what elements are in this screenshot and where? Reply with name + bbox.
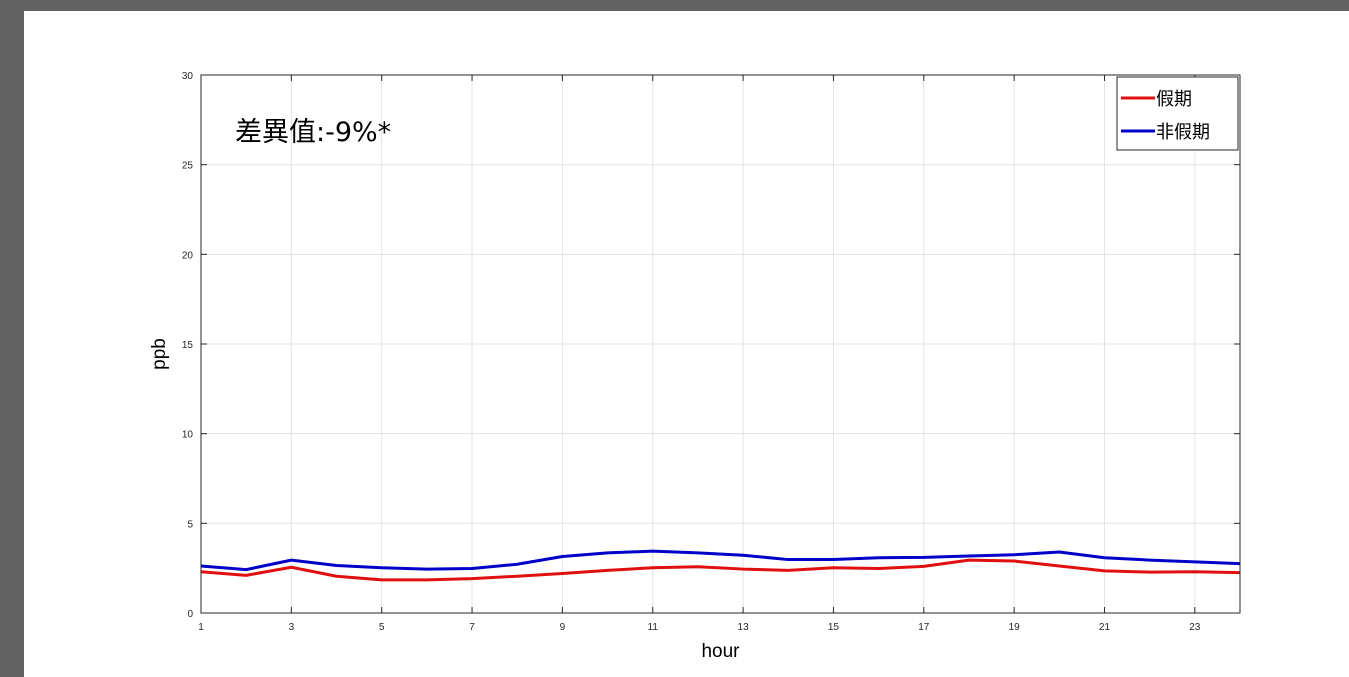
legend-label-holiday: 假期 [1156, 89, 1192, 110]
y-tick-label: 15 [182, 340, 194, 351]
y-tick-label: 0 [187, 609, 193, 620]
x-tick-label: 21 [1099, 622, 1111, 633]
x-tick-label: 3 [289, 622, 295, 633]
legend-box [1116, 76, 1239, 151]
y-tick-label: 5 [187, 519, 193, 530]
grid [200, 74, 1240, 614]
x-tick-label: 11 [648, 622, 659, 633]
x-tick-label: 5 [379, 622, 385, 633]
y-axis-label: ppb [149, 338, 170, 370]
x-tick-label: 17 [918, 622, 930, 633]
difference-annotation: 差異值:-9%* [235, 117, 391, 148]
x-tick-label: 15 [828, 622, 840, 633]
legend-label-non-holiday: 非假期 [1156, 122, 1210, 143]
y-tick-label: 25 [182, 161, 194, 172]
chart-panel: 1 3 5 7 9 11 13 15 17 19 21 23 0 5 10 15 20 25 30 hour ppb… [24, 11, 1349, 677]
plot-area-border [200, 74, 1241, 614]
x-tick-label: 23 [1189, 622, 1201, 633]
x-tick-label: 9 [560, 622, 566, 633]
series-line-holiday [200, 558, 1241, 582]
x-tick-label: 7 [469, 622, 475, 633]
series-lines [200, 549, 1241, 582]
x-tick-label: 13 [738, 622, 750, 633]
x-tick-label: 19 [1009, 622, 1021, 633]
x-tick-label: 1 [198, 622, 204, 633]
y-tick-label: 10 [182, 430, 194, 441]
legend: 假期 非假期 [1116, 76, 1239, 151]
y-tick-label: 20 [182, 250, 194, 261]
y-tick-label: 30 [182, 71, 194, 82]
x-axis-label: hour [701, 641, 740, 662]
series-line-non-holiday [200, 549, 1241, 572]
